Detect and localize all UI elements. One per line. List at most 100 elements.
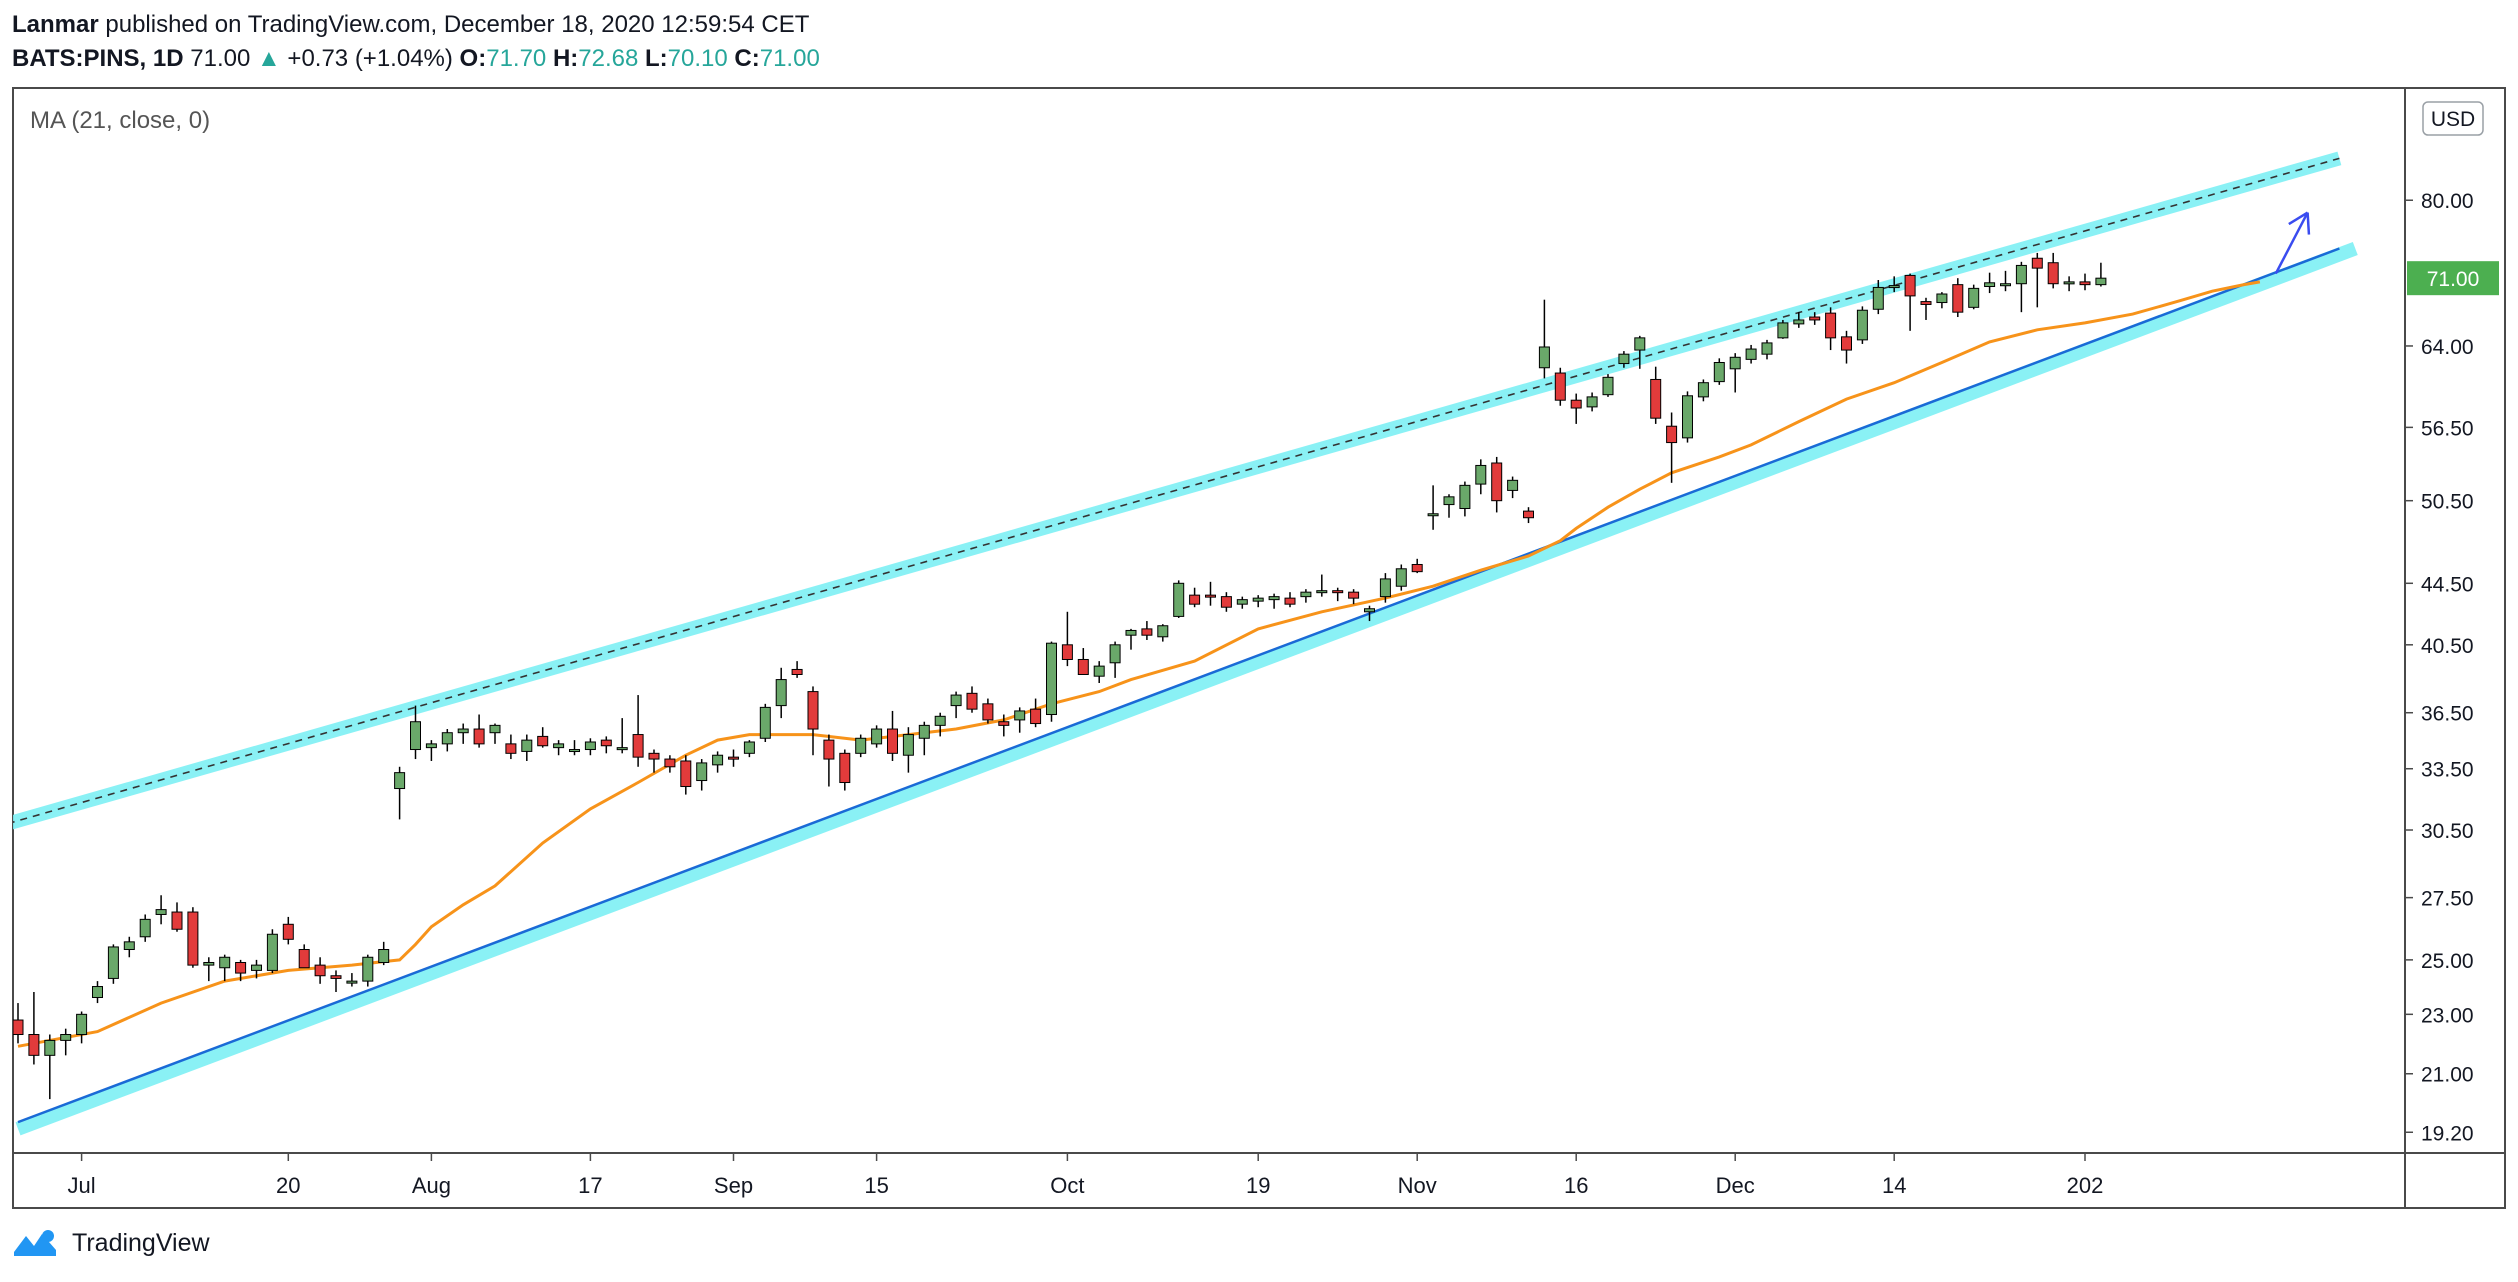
candle <box>490 724 500 744</box>
candle <box>919 722 929 755</box>
candle <box>522 735 532 761</box>
candle <box>1508 477 1518 499</box>
candle <box>601 736 611 753</box>
candle-body <box>824 740 834 759</box>
candle-body <box>1778 323 1788 338</box>
x-tick-label: Oct <box>1050 1173 1084 1198</box>
candle <box>426 740 436 761</box>
candle-body <box>665 759 675 767</box>
y-tick-label: 56.50 <box>2421 417 2474 440</box>
candle-body <box>1301 592 1311 596</box>
currency-badge[interactable]: USD <box>2423 102 2483 135</box>
y-tick-label: 33.50 <box>2421 759 2474 782</box>
x-tick-label: Dec <box>1716 1173 1755 1198</box>
candle-body <box>1953 285 1963 313</box>
forecast-arrow-head <box>2308 213 2309 235</box>
candle <box>951 692 961 719</box>
candle <box>45 1035 55 1100</box>
candle-body <box>872 729 882 744</box>
candle <box>1826 307 1836 350</box>
candle <box>1937 292 1947 308</box>
lower-channel-band <box>18 249 2355 1129</box>
candle-body <box>93 987 103 998</box>
candle-body <box>808 692 818 729</box>
candle-body <box>1603 377 1613 394</box>
candle-body <box>1206 595 1216 597</box>
candle <box>1333 588 1343 601</box>
plot-layer <box>0 158 2355 1129</box>
candle <box>888 711 898 761</box>
candle <box>824 735 834 787</box>
candle-body <box>1142 629 1152 635</box>
candle-body <box>1047 643 1057 714</box>
candle-body <box>474 729 484 744</box>
candle-body <box>29 1035 39 1056</box>
candle-body <box>2096 278 2106 284</box>
candle <box>363 955 373 987</box>
candle <box>2016 262 2026 312</box>
candle-body <box>1380 579 1390 597</box>
candle <box>379 942 389 965</box>
candle-body <box>1396 569 1406 586</box>
candle-body <box>1333 591 1343 593</box>
candle-body <box>1031 709 1041 723</box>
candle-body <box>697 763 707 781</box>
candle <box>1571 394 1581 424</box>
candle <box>2032 253 2042 307</box>
candle-body <box>570 750 580 752</box>
candle <box>299 944 309 967</box>
candle-body <box>490 725 500 732</box>
candle-body <box>124 942 134 950</box>
candle <box>77 1011 87 1043</box>
candle-body <box>919 725 929 738</box>
candle-body <box>713 755 723 765</box>
candle-body <box>1110 645 1120 663</box>
price-chart[interactable]: MA (21, close, 0) 80.0064.0056.5050.5044… <box>0 0 2518 1282</box>
candle <box>2096 263 2106 287</box>
candle <box>1683 391 1693 442</box>
x-tick-label: 202 <box>2067 1173 2104 1198</box>
candle-body <box>1746 349 1756 359</box>
candle-body <box>1730 357 1740 369</box>
indicator-label[interactable]: MA (21, close, 0) <box>30 107 210 134</box>
candle-body <box>188 912 198 965</box>
candle-body <box>77 1014 87 1034</box>
candle-body <box>967 693 977 709</box>
price-axis[interactable]: 80.00 64.00 56.50 50.50 44.50 40.50 36.50 33.50… <box>2405 190 2474 1145</box>
candle-body <box>1174 583 1184 616</box>
candle-body <box>61 1035 71 1041</box>
time-axis[interactable]: Jul 20 Aug 17 Sep 15 Oct 19 Nov 16 Dec 14 202 <box>68 1153 2104 1198</box>
y-tick-label: 21.00 <box>2421 1064 2474 1087</box>
candle <box>1730 353 1740 392</box>
candle <box>776 668 786 718</box>
candle <box>1412 559 1422 573</box>
candle <box>729 750 739 767</box>
x-tick-label: Aug <box>412 1173 451 1198</box>
footer-brand[interactable]: TradingView <box>12 1228 210 1258</box>
candle-body <box>220 957 230 967</box>
candle <box>1094 661 1104 683</box>
tradingview-logo-icon <box>12 1228 64 1258</box>
candle <box>188 907 198 968</box>
candle-body <box>411 722 421 750</box>
y-tick-label: 50.50 <box>2421 491 2474 514</box>
candle <box>1524 507 1534 523</box>
candle <box>1015 707 1025 732</box>
candle <box>267 929 277 973</box>
candle-body <box>649 753 659 759</box>
candle-body <box>363 957 373 981</box>
candle-body <box>617 748 627 750</box>
candle <box>633 695 643 767</box>
plot-area <box>0 158 2355 1129</box>
candle <box>204 957 214 981</box>
x-tick-label: 17 <box>578 1173 602 1198</box>
candle-body <box>1460 485 1470 508</box>
candle <box>2001 271 2011 291</box>
candle-body <box>140 919 150 936</box>
ma-21-line <box>18 282 2260 1046</box>
candle <box>283 917 293 944</box>
candle-body <box>1412 564 1422 571</box>
candle <box>108 944 118 983</box>
candle <box>1905 274 1915 331</box>
candle-body <box>1889 286 1899 288</box>
